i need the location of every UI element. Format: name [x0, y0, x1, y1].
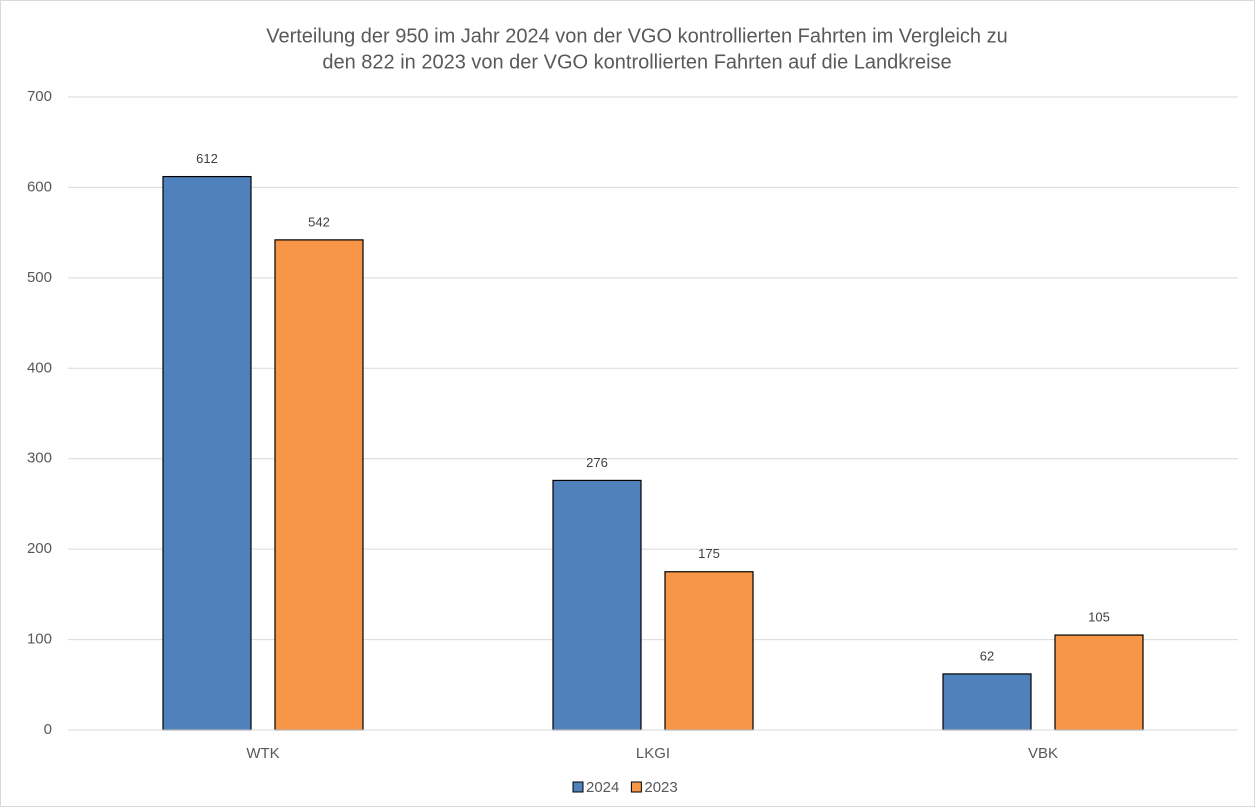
chart-title: den 822 in 2023 von der VGO kontrolliert… — [322, 51, 951, 73]
y-tick-label: 200 — [27, 540, 52, 557]
y-tick-label: 700 — [27, 88, 52, 105]
legend-swatch — [630, 781, 642, 793]
bar — [1054, 634, 1144, 731]
bar — [274, 239, 364, 731]
bar — [942, 673, 1032, 731]
y-tick-label: 300 — [27, 450, 52, 467]
x-tick-label: VBK — [1028, 745, 1058, 762]
y-tick-label: 100 — [27, 631, 52, 648]
value-label: 542 — [308, 214, 330, 229]
legend-swatch — [572, 781, 584, 793]
value-label: 612 — [196, 151, 218, 166]
value-label: 175 — [698, 546, 720, 561]
value-label: 105 — [1088, 609, 1110, 624]
y-tick-label: 400 — [27, 359, 52, 376]
legend-label: 2024 — [586, 779, 619, 796]
bar — [162, 175, 252, 731]
legend-label: 2023 — [644, 779, 677, 796]
chart-title: Verteilung der 950 im Jahr 2024 von der … — [266, 25, 1008, 47]
value-label: 62 — [980, 648, 994, 663]
value-label: 276 — [586, 455, 608, 470]
y-tick-label: 600 — [27, 178, 52, 195]
y-tick-label: 500 — [27, 269, 52, 286]
x-tick-label: LKGI — [636, 745, 670, 762]
bar — [552, 479, 642, 731]
y-tick-label: 0 — [44, 721, 52, 738]
x-tick-label: WTK — [246, 745, 279, 762]
bar — [664, 571, 754, 731]
